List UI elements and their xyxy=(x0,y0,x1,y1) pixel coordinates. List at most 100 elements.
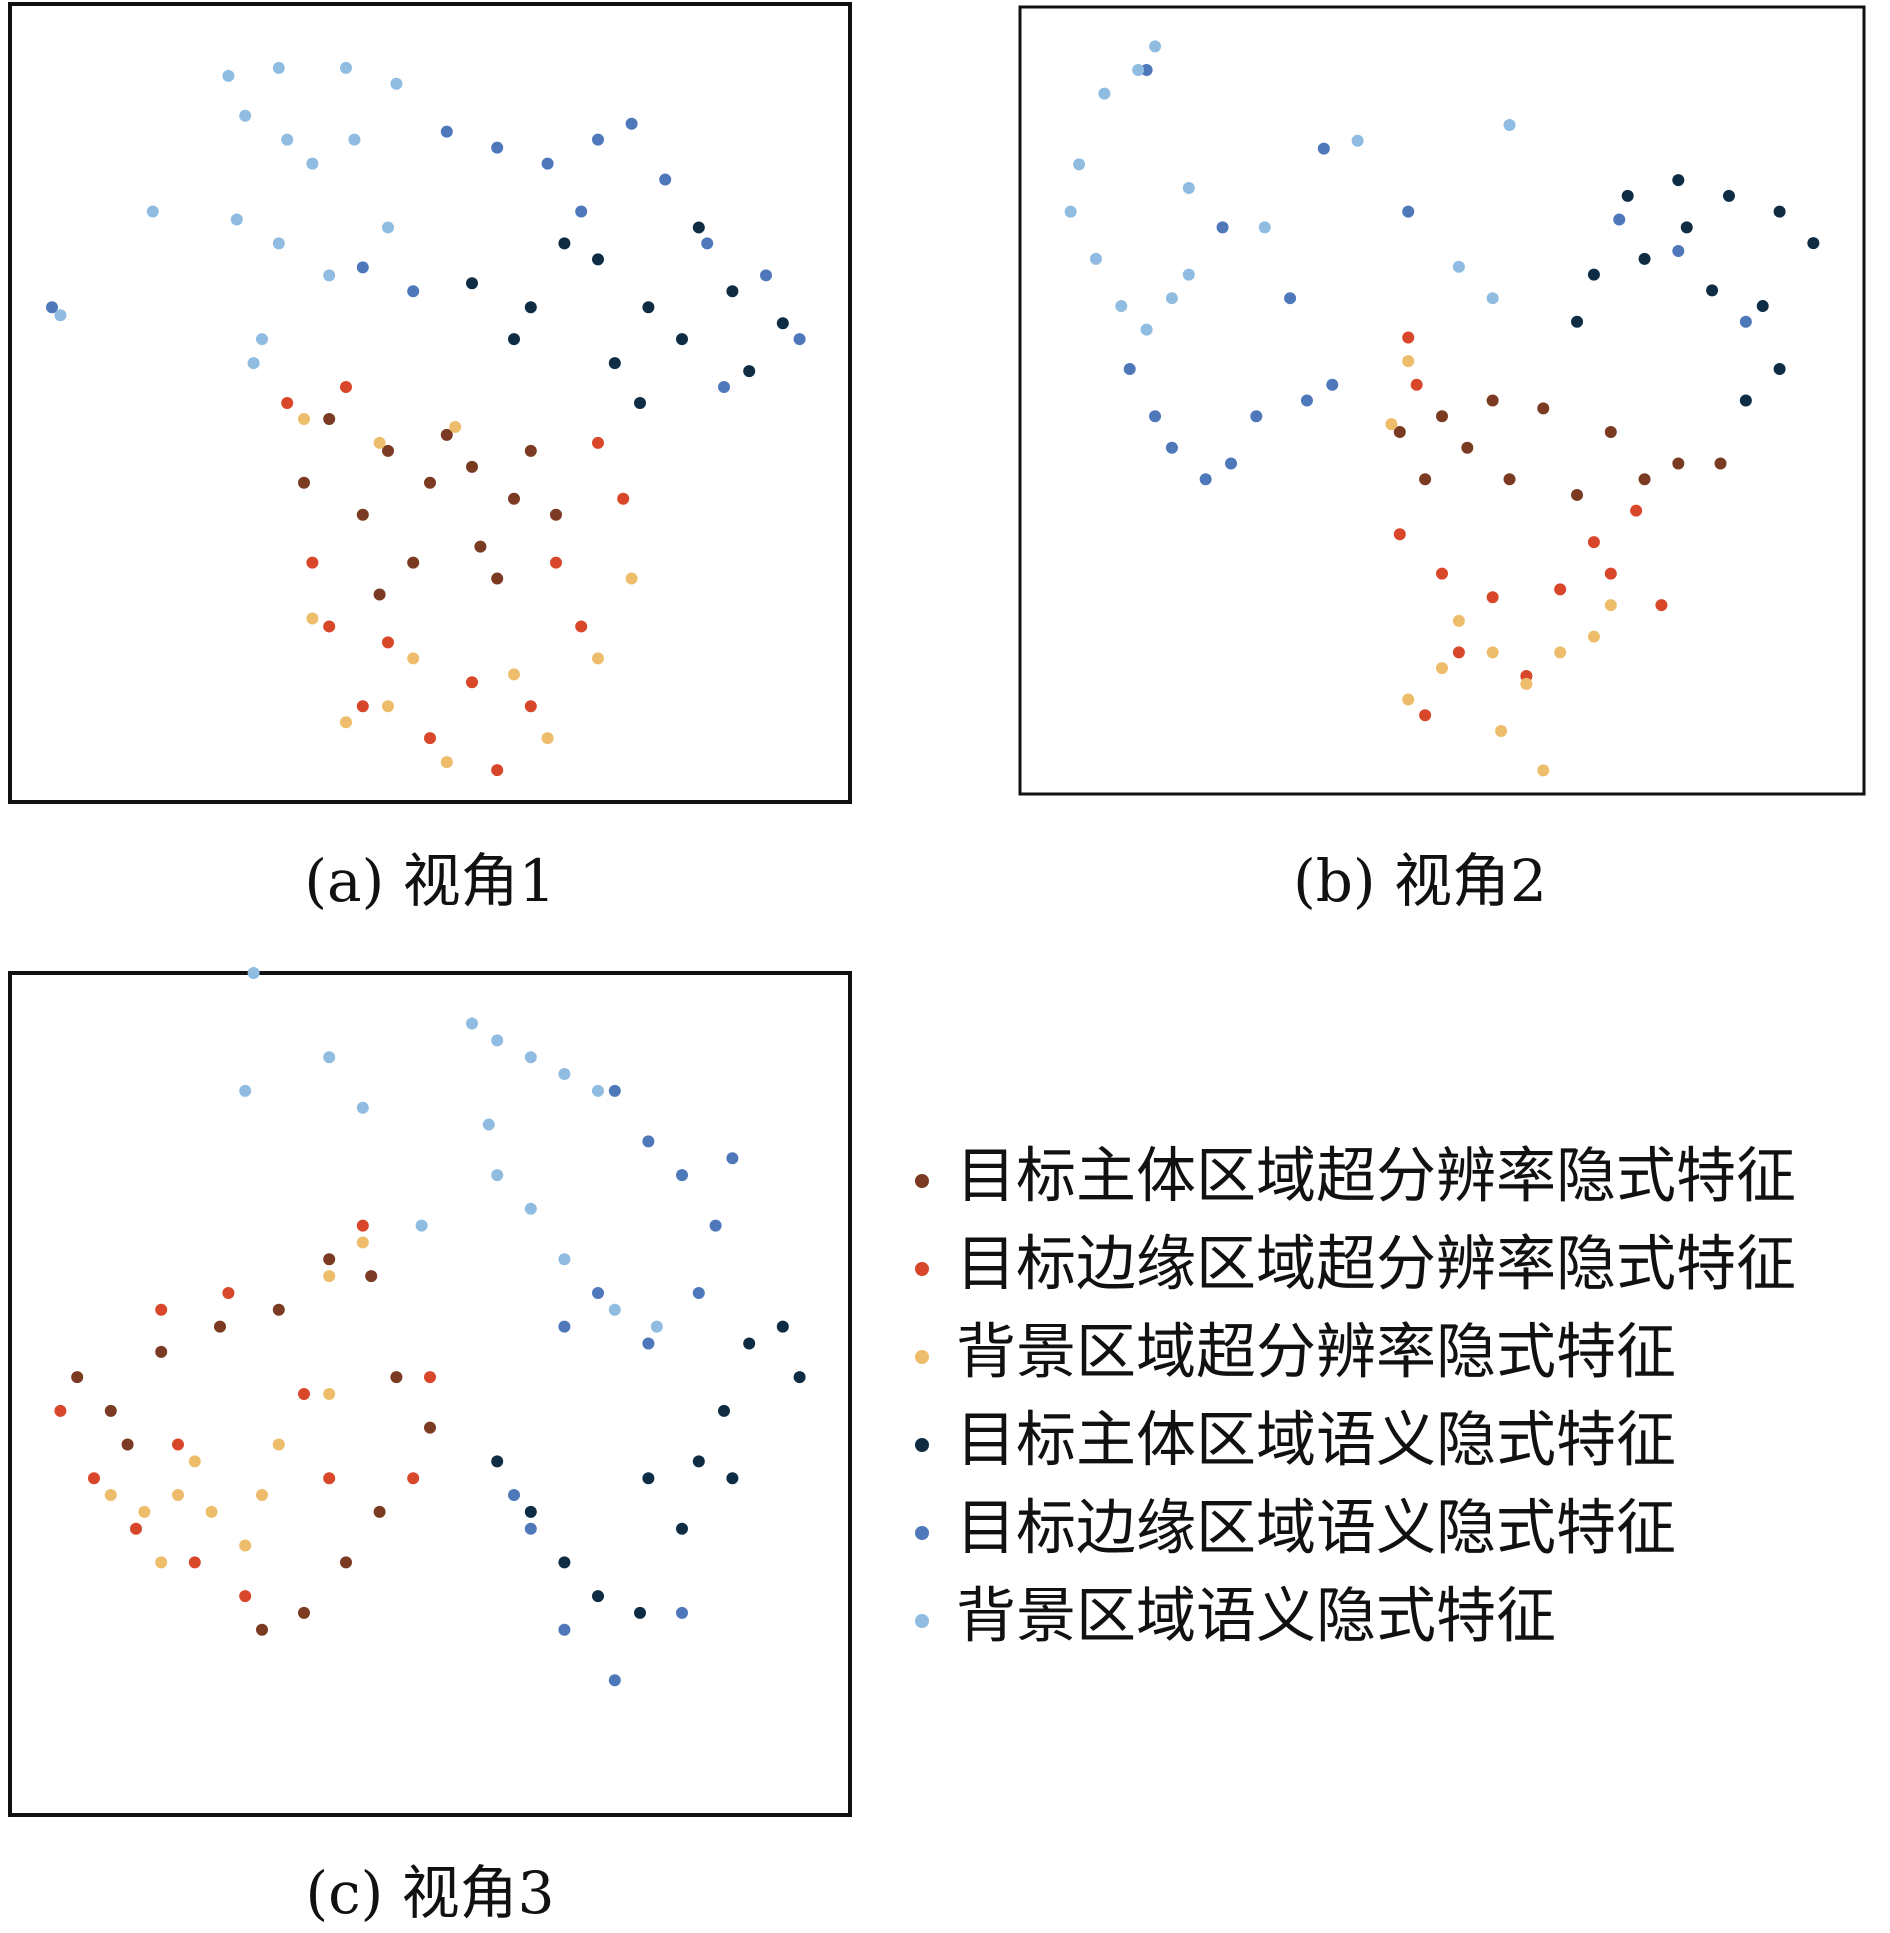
point xyxy=(558,1253,571,1266)
point xyxy=(205,1505,218,1518)
point xyxy=(692,221,705,234)
point xyxy=(188,1455,201,1468)
point xyxy=(1149,410,1162,423)
point xyxy=(281,133,294,146)
point xyxy=(121,1438,134,1451)
point xyxy=(1807,237,1820,250)
point xyxy=(634,1606,646,1619)
point xyxy=(1317,142,1330,155)
point xyxy=(356,1236,369,1249)
point xyxy=(1132,63,1145,76)
point xyxy=(281,397,294,409)
point xyxy=(104,1489,117,1502)
legend-marker xyxy=(915,1350,929,1364)
panel-caption: (c) 视角3 xyxy=(305,1859,554,1927)
point xyxy=(1064,205,1077,218)
point xyxy=(1756,300,1769,313)
point xyxy=(1503,119,1516,132)
point xyxy=(407,556,420,569)
point xyxy=(1554,583,1567,596)
point xyxy=(1123,363,1136,376)
point xyxy=(491,1034,504,1047)
point xyxy=(382,700,394,713)
point xyxy=(214,1320,226,1333)
point xyxy=(298,476,310,489)
point xyxy=(592,1084,604,1097)
point xyxy=(524,301,537,314)
point xyxy=(1638,252,1651,265)
point xyxy=(1385,418,1398,431)
point xyxy=(155,1303,168,1316)
point xyxy=(46,301,58,314)
point xyxy=(1537,764,1550,777)
point xyxy=(155,1556,168,1569)
point xyxy=(474,540,487,553)
point xyxy=(1571,315,1584,328)
point xyxy=(1638,473,1651,486)
point xyxy=(1604,425,1617,438)
point xyxy=(592,133,604,146)
point xyxy=(440,125,453,138)
point xyxy=(1554,646,1567,659)
point xyxy=(575,620,588,633)
point xyxy=(1537,402,1550,415)
point xyxy=(1402,331,1415,344)
point xyxy=(382,444,394,457)
legend-label: 目标边缘区域超分辨率隐式特征 xyxy=(956,1230,1796,1300)
panel-frame xyxy=(8,2,852,804)
point xyxy=(709,1219,722,1232)
point xyxy=(356,1101,369,1114)
point xyxy=(760,269,772,282)
point xyxy=(382,636,394,649)
point xyxy=(1182,182,1195,195)
legend-label: 目标边缘区域语义隐式特征 xyxy=(956,1494,1676,1564)
point xyxy=(1182,268,1195,281)
point xyxy=(491,1169,504,1182)
point xyxy=(407,1472,420,1485)
point xyxy=(508,333,520,346)
point xyxy=(1461,441,1474,454)
point xyxy=(558,1068,571,1081)
point xyxy=(592,652,604,665)
point xyxy=(373,436,386,449)
point xyxy=(726,1152,739,1165)
point xyxy=(1630,504,1643,517)
point xyxy=(1773,205,1786,218)
point xyxy=(692,1286,705,1299)
point xyxy=(104,1404,117,1417)
point xyxy=(718,381,730,394)
point xyxy=(508,668,520,681)
legend-marker xyxy=(915,1438,929,1452)
point xyxy=(1604,599,1617,612)
point xyxy=(256,333,268,346)
point xyxy=(1258,221,1271,234)
point xyxy=(625,572,638,585)
point xyxy=(1773,363,1786,376)
point xyxy=(1486,292,1499,305)
point xyxy=(1587,536,1600,549)
point xyxy=(1165,292,1178,305)
point xyxy=(222,69,235,82)
point xyxy=(146,205,159,218)
point xyxy=(625,117,638,130)
legend-marker xyxy=(915,1526,929,1540)
point xyxy=(1419,709,1432,722)
point xyxy=(743,1337,756,1350)
point xyxy=(272,61,285,74)
point xyxy=(230,213,243,226)
point xyxy=(188,1556,201,1569)
panel-frame xyxy=(8,971,852,1817)
legend-label: 目标主体区域语义隐式特征 xyxy=(956,1406,1676,1476)
point xyxy=(340,1556,352,1569)
point xyxy=(1452,646,1465,659)
point xyxy=(323,620,336,633)
point xyxy=(650,1320,663,1333)
point xyxy=(524,1051,537,1064)
point xyxy=(1722,189,1735,202)
point xyxy=(373,1505,386,1518)
point xyxy=(239,1539,252,1552)
point xyxy=(692,1455,705,1468)
point xyxy=(1486,646,1499,659)
point xyxy=(1393,425,1406,438)
point xyxy=(1436,567,1448,580)
